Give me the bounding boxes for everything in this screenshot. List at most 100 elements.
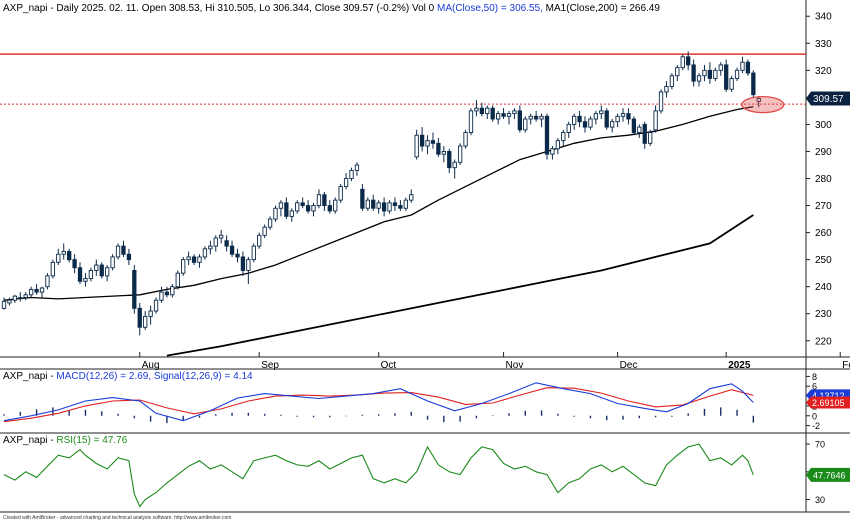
macd-histogram	[3, 407, 755, 424]
candle	[593, 110, 599, 125]
candle	[582, 116, 588, 133]
macd-last-signal-label: 4.13712	[812, 391, 845, 401]
candle	[99, 262, 104, 279]
candle-body-down	[517, 110, 523, 131]
candle-body-up	[610, 121, 615, 128]
price-header-text: AXP_napi - Daily 2025. 02. 11. Open 308.…	[3, 3, 437, 14]
candle	[240, 251, 246, 276]
candle-body-down	[191, 256, 197, 263]
candle	[398, 200, 403, 211]
candle	[322, 192, 327, 211]
candle-body-down	[327, 205, 332, 212]
candle	[648, 129, 653, 147]
candle	[251, 243, 256, 263]
candle-body-up	[555, 140, 561, 150]
macd-line	[3, 382, 754, 422]
candle-body-down	[34, 288, 39, 293]
date-tick-label: Aug	[142, 360, 160, 371]
candle	[468, 108, 474, 136]
candle-body-up	[653, 110, 658, 131]
candle-body-down	[137, 307, 142, 328]
candle-body-up	[278, 202, 284, 209]
candle	[343, 173, 349, 190]
candle	[83, 273, 88, 287]
candle	[354, 162, 360, 176]
candle	[376, 200, 381, 214]
ma200-line	[166, 214, 754, 357]
candle	[333, 197, 338, 214]
candle	[219, 229, 224, 244]
candle-body-down	[490, 107, 495, 120]
candle-body-up	[170, 286, 175, 296]
highlight-ellipse	[741, 95, 785, 114]
candle	[278, 200, 284, 217]
rsi-last-marker: 47.7646	[806, 467, 850, 482]
candle	[202, 246, 208, 260]
candle-body-up	[251, 245, 256, 261]
candle	[691, 59, 696, 87]
candle	[235, 248, 240, 263]
candle-body-up	[713, 69, 718, 79]
candle-body-down	[121, 245, 126, 255]
rsi-line	[3, 443, 754, 508]
candle-body-up	[39, 287, 45, 293]
candle-body-up	[257, 234, 262, 247]
rsi-line	[3, 443, 754, 508]
price-tick-label: 260	[815, 228, 832, 239]
date-tick-label: 2025	[728, 360, 751, 371]
candle-body-up	[213, 237, 218, 247]
candle-body-up	[539, 115, 544, 120]
candle-body-up	[246, 259, 251, 271]
candle-body-down	[126, 253, 132, 261]
candle-body-up	[333, 199, 338, 212]
candle-body-up	[729, 77, 734, 90]
candle	[686, 51, 691, 71]
candle-body-up	[12, 295, 18, 301]
candle-body-up	[295, 202, 300, 212]
rsi-tick-label: 70	[815, 440, 825, 450]
candle-body-up	[219, 234, 224, 239]
candle-body-up	[409, 194, 414, 201]
candle-body-down	[419, 134, 425, 147]
price-pane-header: AXP_napi - Daily 2025. 02. 11. Open 308.…	[3, 3, 660, 14]
price-tick-label: 320	[815, 66, 832, 77]
candle-body-up	[512, 110, 517, 115]
candle	[550, 146, 555, 160]
candlestick-series	[1, 51, 761, 336]
candle	[626, 108, 631, 125]
candle	[170, 283, 175, 298]
candle	[523, 116, 528, 133]
candle-body-up	[50, 261, 56, 277]
date-tick-label: Sep	[261, 360, 279, 371]
candle-body-down	[164, 291, 170, 296]
rsi-last-box	[806, 467, 850, 482]
candle-body-up	[110, 256, 115, 269]
price-tick-label: 220	[815, 336, 832, 347]
candle-body-up	[588, 118, 593, 128]
candle	[457, 143, 463, 165]
candle-body-up	[485, 107, 490, 115]
price-tick-label: 230	[815, 309, 832, 320]
candle	[751, 70, 756, 98]
price-tick-label: 280	[815, 174, 832, 185]
candle	[658, 89, 664, 114]
candle-body-down	[582, 121, 588, 128]
candle-body-up	[186, 256, 191, 261]
candle-body-down	[322, 194, 327, 206]
candle-body-up	[338, 186, 343, 201]
candle-body-up	[463, 132, 468, 147]
candle-body-down	[235, 253, 240, 258]
candle-body-down	[72, 259, 77, 269]
candle-body-up	[528, 115, 533, 120]
candle	[305, 200, 311, 214]
candle	[77, 262, 83, 284]
candle	[338, 183, 343, 203]
candle	[745, 59, 751, 76]
candle	[561, 129, 566, 147]
candle	[45, 273, 50, 290]
candle-body-up	[441, 151, 446, 155]
candle-body-down	[724, 64, 729, 90]
